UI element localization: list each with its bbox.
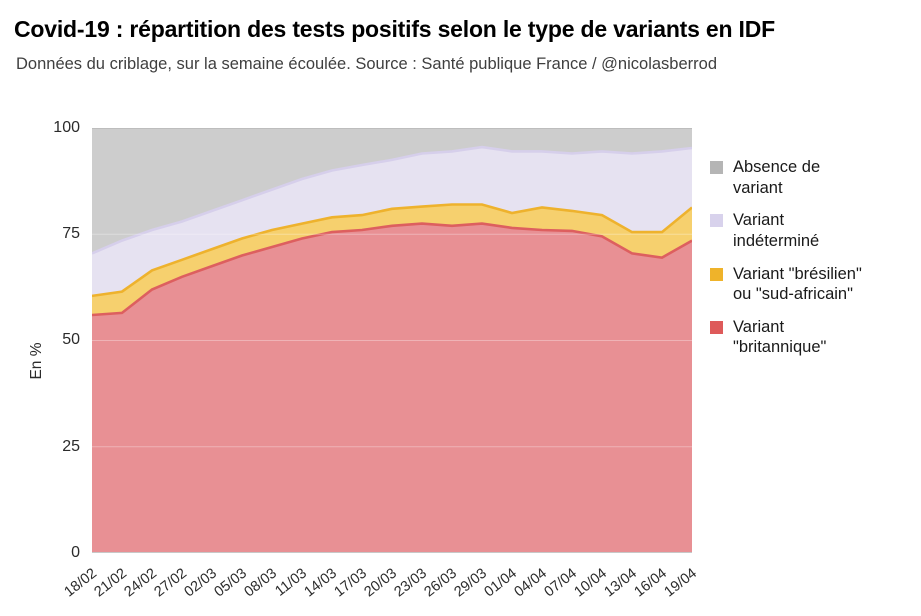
legend-label-line: ou "sud-africain" <box>733 285 853 304</box>
legend-swatch-absence-icon <box>710 161 723 174</box>
stacked-area-chart <box>92 128 692 553</box>
legend-swatch-indetermine-icon <box>710 214 723 228</box>
y-tick-50: 50 <box>62 331 80 348</box>
y-tick-25: 25 <box>62 438 80 455</box>
edge-line-series-0 <box>92 222 692 317</box>
y-tick-100: 100 <box>53 119 80 136</box>
chart-legend: Absence de variant Variant indéterminé V… <box>710 157 921 370</box>
legend-label-line: indéterminé <box>733 231 820 250</box>
legend-label-line: Absence de <box>733 158 821 176</box>
page-subtitle: Données du criblage, sur la semaine écou… <box>16 55 717 73</box>
legend-item-indetermine: Variant indéterminé <box>710 210 921 251</box>
legend-swatch-britannique-icon <box>710 320 723 334</box>
area-series-0 <box>92 223 692 553</box>
legend-item-absence: Absence de variant <box>710 157 921 198</box>
area-series-2 <box>92 147 692 296</box>
y-tick-0: 0 <box>71 544 80 561</box>
legend-item-bresilien: Variant "brésilien" ou "sud-africain" <box>710 264 921 305</box>
legend-label-line: Variant <box>733 211 785 230</box>
edge-line-series-2 <box>92 145 692 255</box>
legend-label-line: variant <box>733 178 783 197</box>
legend-label-line: Variant <box>733 317 785 336</box>
legend-label-line: Variant "brésilien" <box>733 264 862 283</box>
legend-swatch-bresilien-icon <box>710 267 723 281</box>
legend-label-line: "britannique" <box>733 338 827 357</box>
legend-item-britannique: Variant "britannique" <box>710 317 921 358</box>
edge-line-series-1 <box>92 203 692 298</box>
page-title: Covid-19 : répartition des tests positif… <box>14 16 776 42</box>
y-tick-75: 75 <box>62 225 80 242</box>
area-series-3 <box>92 128 692 254</box>
area-series-1 <box>92 204 692 315</box>
